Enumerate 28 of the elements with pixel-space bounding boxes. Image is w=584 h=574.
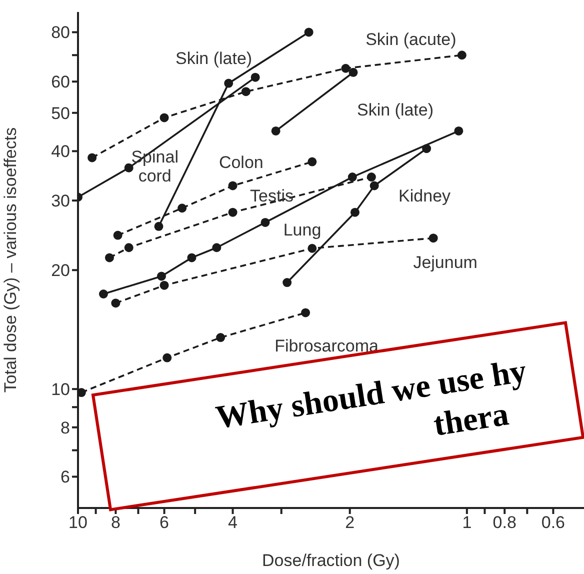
series-label: Jejunum <box>413 252 478 272</box>
y-axis-title: Total dose (Gy) – various isoeffects <box>1 127 20 393</box>
annotation: thera <box>431 396 512 444</box>
series-label: Skin (late) <box>356 100 434 119</box>
series-label: Testis <box>250 186 294 205</box>
series-label: Skin (late) <box>176 48 252 68</box>
series-label: Lung <box>283 220 322 239</box>
y-tick-label: 40 <box>51 142 70 162</box>
x-tick-label: 1 <box>462 513 472 532</box>
y-tick-label: 6 <box>60 468 70 487</box>
y-tick-label: 60 <box>51 72 70 92</box>
y-tick-label: 30 <box>51 192 70 211</box>
x-tick-label: 0.6 <box>541 513 566 532</box>
x-tick-label: 6 <box>160 513 170 532</box>
x-axis-title: Dose/fraction (Gy) <box>262 551 400 570</box>
series-label: Kidney <box>398 186 452 206</box>
series-label: Colon <box>218 152 264 172</box>
y-tick-label: 8 <box>60 418 70 438</box>
y-tick-label: 20 <box>51 261 70 280</box>
y-tick-label: 50 <box>51 104 70 123</box>
x-tick-label: 4 <box>228 513 238 532</box>
y-tick-label: 80 <box>51 23 70 42</box>
y-tick-label: 10 <box>51 380 70 400</box>
series-label: Skin (acute) <box>366 30 456 49</box>
series-label: Fibrosarcoma <box>274 336 380 356</box>
x-tick-label: 0.8 <box>492 513 516 532</box>
x-tick-label: 8 <box>110 513 120 532</box>
x-tick-label: 2 <box>345 513 355 532</box>
